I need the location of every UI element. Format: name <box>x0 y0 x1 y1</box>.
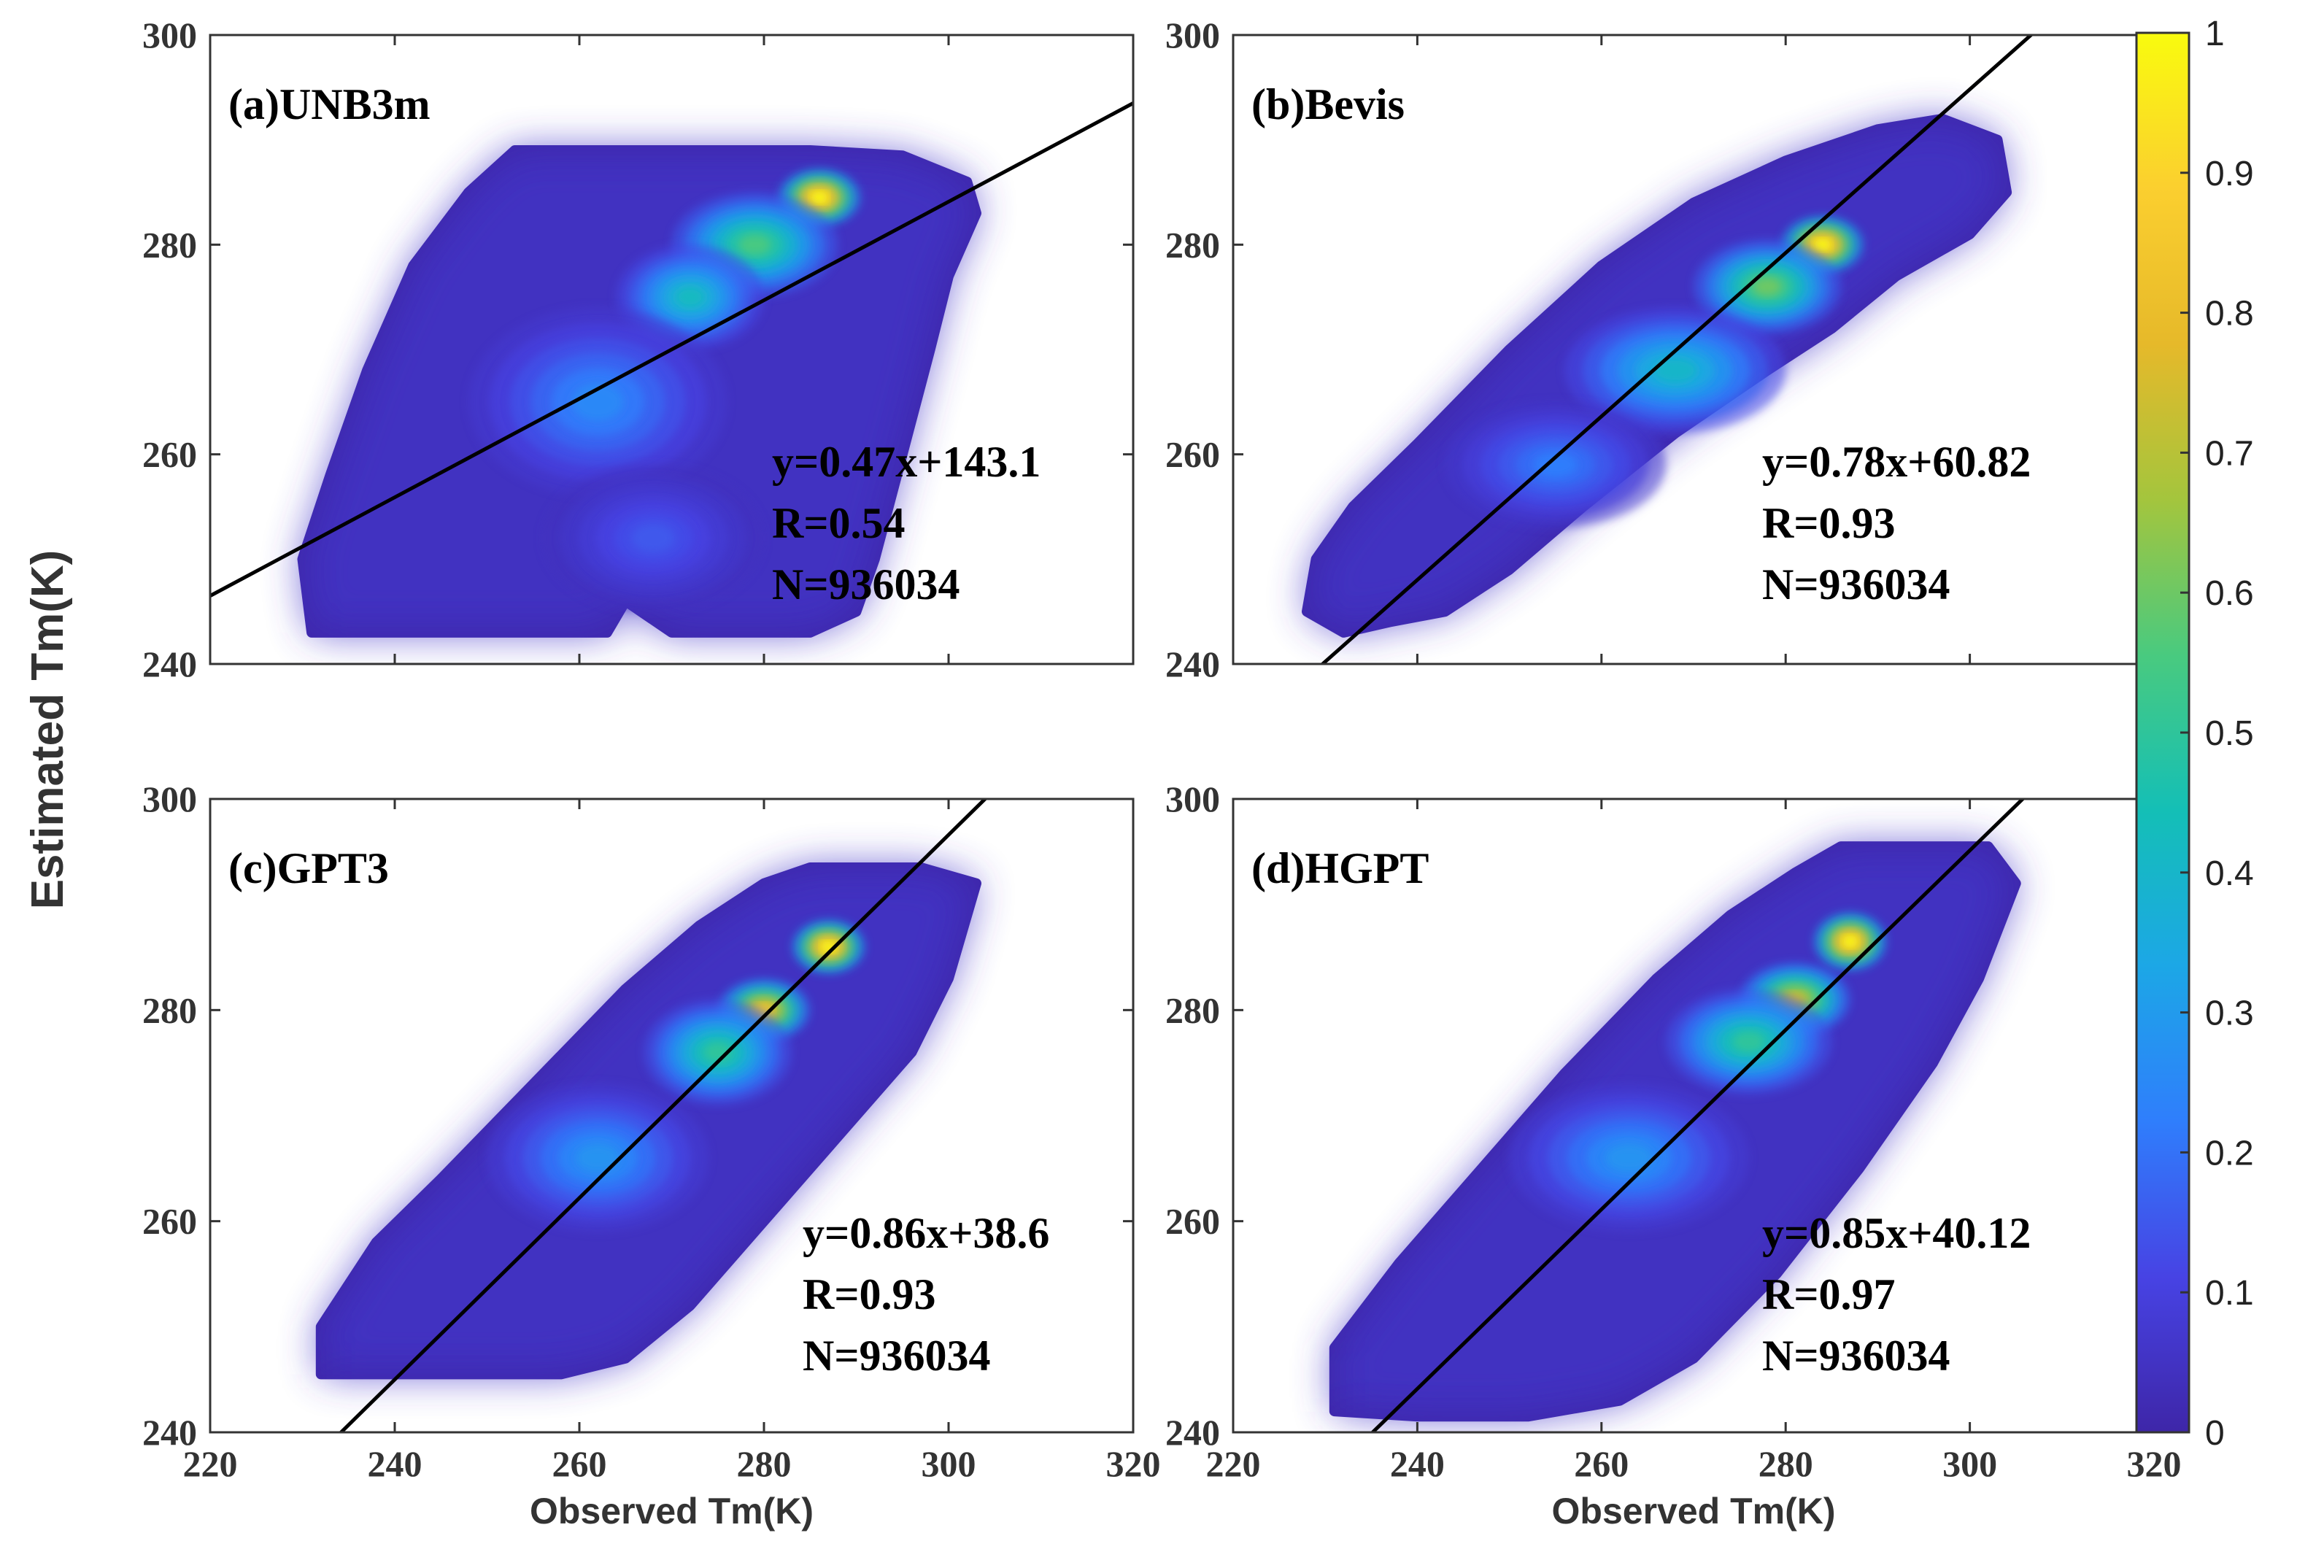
colorbar-tick-label: 0.6 <box>2205 574 2254 613</box>
y-tick-label: 240 <box>1165 644 1220 684</box>
regression-line <box>338 799 988 1432</box>
y-tick-label: 280 <box>142 224 197 265</box>
colorbar: 0 0.1 0.2 0.3 0.4 0.5 0.6 0.7 0.8 0.9 1 <box>2135 15 2254 1453</box>
density-hotspot <box>1533 452 1578 478</box>
regression-line <box>1319 35 2034 664</box>
colorbar-tick-label: 1 <box>2205 15 2225 53</box>
colorbar-tick-label: 0.7 <box>2205 434 2254 473</box>
density-hotspot <box>1605 1143 1653 1173</box>
density-hotspot <box>575 1143 620 1173</box>
colorbar-tick-label: 0.8 <box>2205 295 2254 333</box>
y-tick-label: 300 <box>1165 15 1220 55</box>
density-hotspot <box>630 523 676 553</box>
panel-title: (d)HGPT <box>1251 844 1429 892</box>
y-tick-label: 280 <box>1165 224 1220 265</box>
y-tick-label: 300 <box>1165 779 1220 819</box>
colorbar-tick-label: 0.2 <box>2205 1134 2254 1173</box>
stat-annotation: y=0.85x+40.12 <box>1762 1209 2031 1257</box>
plot-frame <box>209 797 1135 1434</box>
regression-line <box>1370 799 2026 1432</box>
y-tick-label: 260 <box>1165 1201 1220 1242</box>
density-hotspot <box>1653 358 1698 383</box>
y-tick-label: 260 <box>142 434 197 475</box>
stat-annotation: N=936034 <box>772 560 960 609</box>
plot-frame <box>209 34 1135 665</box>
x-tick-label: 260 <box>552 1443 607 1484</box>
stat-annotation: y=0.47x+143.1 <box>772 438 1041 486</box>
x-tick-label: 300 <box>1942 1443 1997 1484</box>
density-hotspot <box>1842 935 1858 948</box>
colorbar-tick-label: 0.9 <box>2205 155 2254 193</box>
panel-title: (a)UNB3m <box>228 80 431 128</box>
y-tick-label: 240 <box>1165 1412 1220 1453</box>
x-tick-label: 320 <box>1106 1443 1161 1484</box>
stat-annotation: N=936034 <box>1762 560 1950 609</box>
panel-a-unb3m: 240 260 280 300 (a)UNB3m y=0.47x+143.1 R=0.54 N… <box>142 15 1135 684</box>
x-tick-label: 240 <box>1390 1443 1445 1484</box>
stat-annotation: N=936034 <box>1762 1332 1950 1380</box>
density-hotspot <box>571 382 624 421</box>
y-tick-label: 280 <box>142 989 197 1030</box>
x-tick-label: 220 <box>1206 1443 1261 1484</box>
colorbar-tick-label: 0.3 <box>2205 995 2254 1033</box>
y-tick-label: 280 <box>1165 989 1220 1030</box>
density-hotspot <box>675 286 706 308</box>
panel-title: (c)GPT3 <box>228 844 389 892</box>
density-hotspot <box>1752 277 1783 296</box>
regression-line <box>210 101 1133 598</box>
density-hotspot <box>1814 239 1831 251</box>
stat-annotation: R=0.97 <box>1762 1270 1896 1318</box>
colorbar-tick-label: 0 <box>2205 1414 2225 1453</box>
x-tick-label: 280 <box>737 1443 792 1484</box>
x-tick-label: 240 <box>368 1443 422 1484</box>
stat-annotation: y=0.86x+38.6 <box>803 1209 1049 1257</box>
stat-annotation: N=936034 <box>803 1332 991 1380</box>
stat-annotation: y=0.78x+60.82 <box>1762 438 2031 486</box>
stat-annotation: R=0.93 <box>1762 499 1896 547</box>
density-hotspot <box>811 191 828 204</box>
density-hotspot <box>703 1041 733 1063</box>
y-tick-label: 260 <box>1165 434 1220 475</box>
x-axis-label: Observed Tm(K) <box>1552 1491 1836 1532</box>
y-tick-label: 300 <box>142 779 197 819</box>
y-tick-label: 300 <box>142 15 197 55</box>
x-tick-label: 320 <box>2127 1443 2182 1484</box>
y-tick-label: 240 <box>142 644 197 684</box>
stat-annotation: R=0.54 <box>772 499 906 547</box>
stat-annotation: R=0.93 <box>803 1270 936 1318</box>
colorbar-gradient <box>2135 31 2190 1434</box>
x-tick-label: 300 <box>922 1443 976 1484</box>
colorbar-tick-label: 0.5 <box>2205 714 2254 753</box>
colorbar-tick-label: 0.1 <box>2205 1274 2254 1313</box>
panel-b-bevis: 240 260 280 300 (b)Bevis y=0.78x+60.82 R=0.93 N… <box>1165 15 2155 684</box>
density-hotspot <box>738 233 772 255</box>
colorbar-tick-label: 0.4 <box>2205 854 2254 893</box>
panel-title: (b)Bevis <box>1251 80 1405 128</box>
density-hotspot <box>1732 1031 1766 1053</box>
colorbar-ticks: 0 0.1 0.2 0.3 0.4 0.5 0.6 0.7 0.8 0.9 1 <box>2180 15 2254 1453</box>
x-axis-label: Observed Tm(K) <box>530 1491 814 1532</box>
x-tick-label: 220 <box>183 1443 238 1484</box>
y-tick-label: 260 <box>142 1201 197 1242</box>
x-tick-label: 280 <box>1759 1443 1813 1484</box>
y-tick-label: 240 <box>142 1412 197 1453</box>
y-axis-label: Estimated Tm(K) <box>23 550 73 910</box>
x-tick-label: 260 <box>1574 1443 1629 1484</box>
